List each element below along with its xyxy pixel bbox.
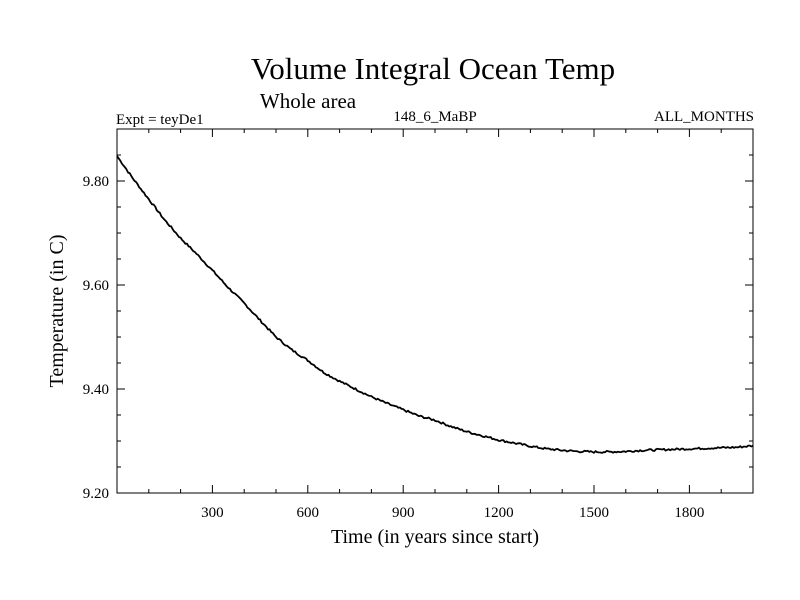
x-tick-label: 300 bbox=[201, 505, 224, 521]
series-line bbox=[116, 155, 754, 454]
y-axis-label: Temperature (in C) bbox=[46, 235, 68, 388]
x-tick-label: 900 bbox=[392, 505, 415, 521]
y-tick-label: 9.40 bbox=[83, 382, 109, 398]
y-tick-label: 9.80 bbox=[83, 174, 109, 190]
plot-frame bbox=[116, 128, 754, 494]
chart-title: Volume Integral Ocean Temp bbox=[251, 51, 615, 86]
experiment-label: Expt = teyDe1 bbox=[116, 112, 204, 128]
y-tick-label: 9.20 bbox=[83, 486, 109, 502]
y-axis: 9.20 9.40 9.60 9.80 bbox=[83, 154, 753, 502]
x-tick-label: 1800 bbox=[674, 505, 704, 521]
period-label: 148_6_MaBP bbox=[393, 109, 476, 125]
months-label: ALL_MONTHS bbox=[654, 109, 754, 125]
chart-subtitle: Whole area bbox=[260, 89, 357, 113]
x-tick-label: 1500 bbox=[579, 505, 609, 521]
x-tick-label: 1200 bbox=[484, 505, 514, 521]
y-tick-label: 9.60 bbox=[83, 278, 109, 294]
x-axis-label: Time (in years since start) bbox=[331, 526, 539, 548]
x-axis: 300 600 900 1200 1500 1800 bbox=[148, 129, 722, 521]
x-tick-label: 600 bbox=[297, 505, 320, 521]
